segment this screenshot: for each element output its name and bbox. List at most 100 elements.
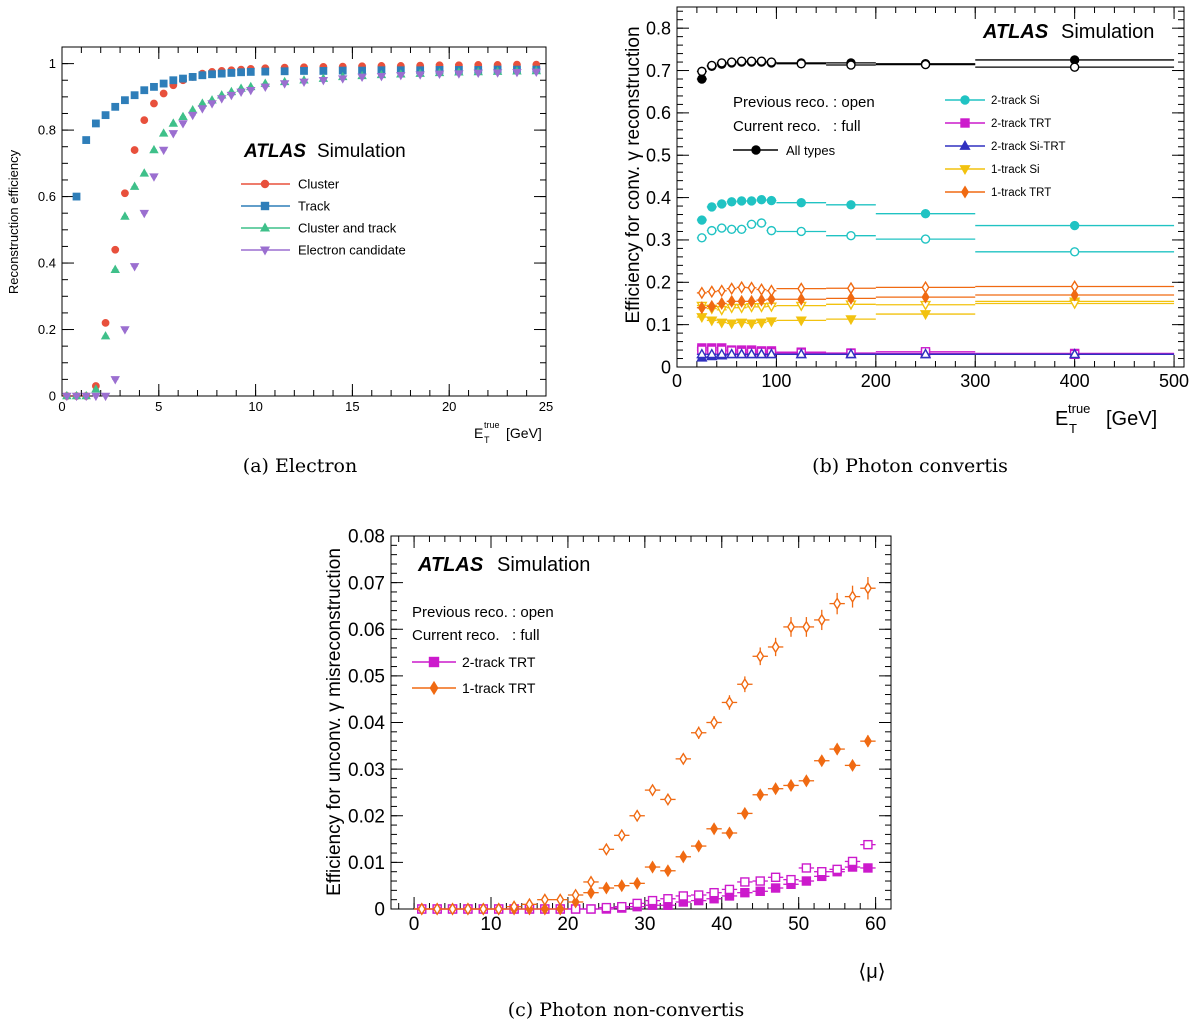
y-tick-label: 0.3 <box>646 230 671 250</box>
data-point-current <box>766 195 777 206</box>
y-tick-label: 0.4 <box>646 188 671 208</box>
data-point-current <box>663 864 672 878</box>
data-point-current <box>757 293 766 307</box>
data-point-current <box>746 196 757 206</box>
x-axis-label-unit: [GeV] <box>506 425 542 441</box>
data-point-current <box>736 196 747 206</box>
y-tick-label: 0.7 <box>646 61 671 81</box>
data-point <box>226 91 237 101</box>
simulation-label: Simulation <box>317 141 406 162</box>
legend-label: All types <box>786 143 836 158</box>
y-tick-label: 0 <box>661 357 671 377</box>
data-point-previous <box>707 225 717 236</box>
data-point-previous <box>736 224 747 235</box>
x-tick-label: 0 <box>58 399 65 414</box>
data-point <box>237 68 245 77</box>
data-point-current <box>679 850 688 864</box>
data-point-previous <box>797 282 806 296</box>
data-point <box>236 88 246 97</box>
data-point-current <box>845 315 857 326</box>
axis-ticks: 00.20.40.60.810 5 10 15 20 25 <box>38 46 553 414</box>
data-point-previous <box>647 895 658 906</box>
data-points <box>696 55 1175 362</box>
legend-marker <box>259 222 271 232</box>
data-point-previous <box>756 649 765 663</box>
data-point-previous <box>663 792 672 806</box>
data-point-current <box>797 292 806 306</box>
data-point-current <box>920 208 931 219</box>
legend-current-reco: Current reco. : full <box>733 118 861 135</box>
data-point-previous <box>846 281 855 295</box>
legend-label: 2-track Si-TRT <box>991 141 1066 153</box>
data-point-previous <box>796 59 806 69</box>
data-point-current <box>540 902 549 916</box>
data-point-previous <box>832 864 842 875</box>
data-point-previous <box>697 233 707 243</box>
data-point-current <box>725 826 734 840</box>
data-point-current <box>863 734 872 748</box>
data-point-previous <box>1070 279 1079 294</box>
y-tick-label: 0.1 <box>646 315 671 335</box>
data-point-current <box>745 319 758 330</box>
data-point-previous <box>601 902 612 913</box>
legend-marker <box>429 680 439 696</box>
legend: Cluster Track Cluster and track Electron ca… <box>241 177 406 258</box>
legend-label: 1-track TRT <box>462 680 536 696</box>
legend-marker <box>259 246 271 256</box>
data-point-previous <box>920 234 931 244</box>
legend-marker <box>960 118 970 128</box>
photon-unconverted-panel: 0 0.01 0.02 0.03 0.04 0.05 0.06 0.07 0.08 0 10 20 30… <box>324 527 892 1021</box>
data-point-current <box>736 318 748 329</box>
data-point-current <box>846 200 856 210</box>
data-point <box>150 99 158 108</box>
data-point-previous <box>847 856 858 867</box>
data-point-previous <box>717 223 727 233</box>
data-point <box>357 73 367 83</box>
caption: (b) Photon convertis <box>812 455 1008 477</box>
data-point-current <box>796 197 806 208</box>
data-point <box>91 119 100 128</box>
data-point-previous <box>540 893 549 907</box>
legend-marker <box>959 165 971 176</box>
data-point <box>158 146 169 156</box>
data-point <box>101 111 110 120</box>
data-point-previous <box>848 590 857 604</box>
data-point <box>82 136 91 144</box>
plot-frame <box>676 6 1185 368</box>
data-point <box>101 318 110 327</box>
data-point-previous <box>740 677 749 691</box>
data-point-previous <box>746 56 757 66</box>
data-point <box>318 76 329 86</box>
y-tick-label: 0.01 <box>348 853 385 874</box>
data-point <box>338 75 348 84</box>
data-point-current <box>770 883 781 893</box>
data-point <box>72 192 81 201</box>
data-point <box>319 67 328 75</box>
data-point-current <box>694 839 703 853</box>
data-point-current <box>740 887 750 898</box>
x-tick-label: 50 <box>788 914 809 935</box>
legend-marker <box>751 145 761 155</box>
data-point-previous <box>463 902 472 916</box>
data-point-previous <box>571 888 580 902</box>
x-tick-label: 10 <box>248 399 262 414</box>
data-point-previous <box>433 902 442 916</box>
data-point-current <box>617 879 626 893</box>
data-point-current <box>848 758 857 772</box>
data-point <box>454 70 464 79</box>
data-point <box>197 98 208 107</box>
data-point-previous <box>510 900 519 914</box>
data-point-previous <box>863 839 873 850</box>
data-point <box>120 326 130 335</box>
y-tick-label: 0.02 <box>348 806 385 827</box>
data-point-previous <box>525 897 534 911</box>
data-point-previous <box>602 842 611 856</box>
data-point-previous <box>740 877 750 887</box>
data-point-previous <box>725 695 734 709</box>
data-point-previous <box>846 231 856 241</box>
data-point <box>159 79 168 88</box>
data-point-previous <box>801 863 812 873</box>
data-point-current <box>795 316 807 327</box>
data-point-current <box>1069 220 1080 231</box>
data-point-current <box>756 788 765 802</box>
